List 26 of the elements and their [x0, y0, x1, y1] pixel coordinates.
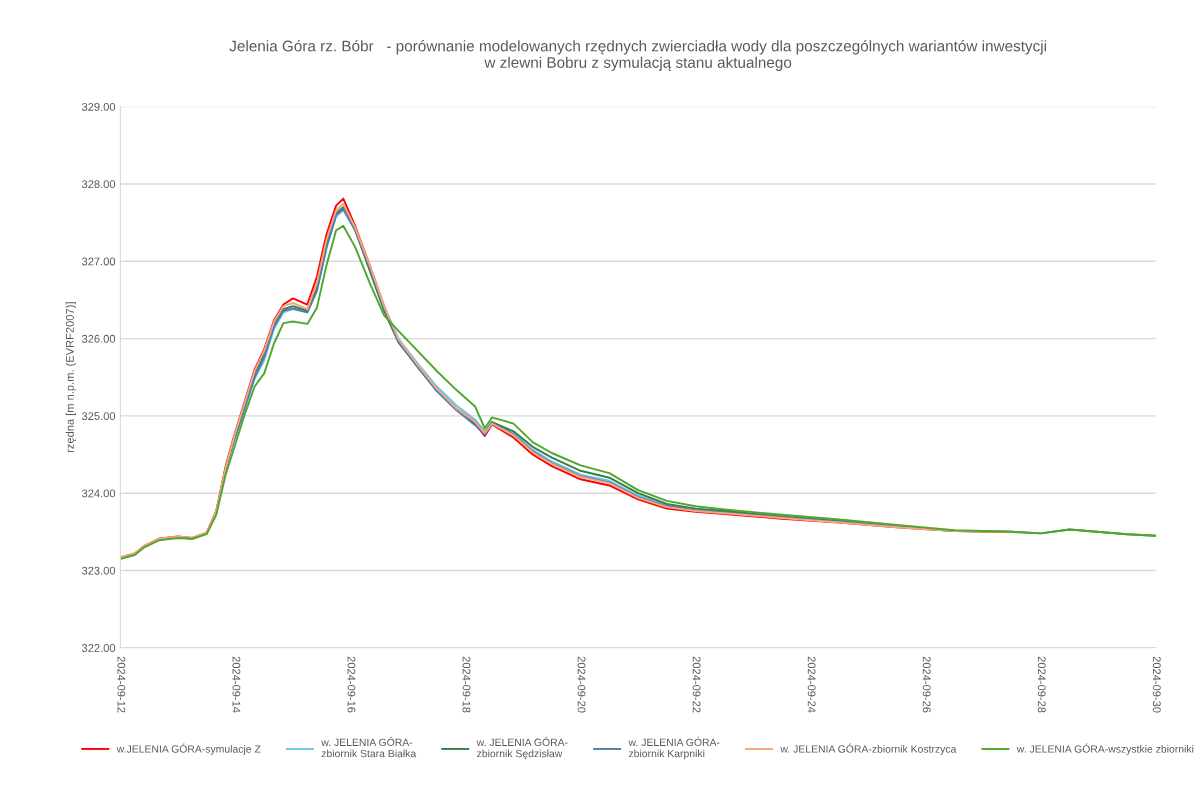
y-tick-label: 329.00 [81, 102, 116, 111]
x-tick-label: 2024-09-24 [807, 656, 816, 713]
y-axis-title: rzędna [m n.p.m. (EVRF2007)] [65, 302, 76, 453]
legend-label: w.JELENIA GÓRA-symulacje Z [116, 743, 261, 755]
y-tick-label: 323.00 [81, 566, 116, 575]
legend-label: w. JELENIA GÓRA-wszystkie zbiorniki [1016, 743, 1194, 755]
x-tick-label: 2024-09-12 [117, 656, 126, 713]
legend-label: w. JELENIA GÓRA- zbiornik Stara Białka [321, 736, 417, 758]
x-tick-label: 2024-09-16 [347, 656, 356, 713]
legend-label: w. JELENIA GÓRA- zbiornik Sędzisław [476, 736, 568, 760]
x-tick-label: 2024-09-20 [577, 656, 586, 713]
x-tick-label: 2024-09-18 [462, 656, 471, 713]
y-tick-label: 322.00 [81, 644, 116, 652]
y-tick-label: 326.00 [81, 334, 116, 343]
y-tick-label: 325.00 [81, 412, 116, 421]
x-tick-label: 2024-09-28 [1037, 656, 1046, 713]
x-tick-label: 2024-09-30 [1152, 656, 1161, 713]
x-tick-label: 2024-09-22 [692, 656, 701, 713]
y-tick-label: 328.00 [81, 180, 116, 189]
chart-title: Jelenia Góra rz. Bóbr - porównanie modelowanych rzędnych zwierciadła wody dla poszczególnych wariantów inwestycji w zlewni Bobru z symulacją stanu aktualnego [229, 40, 1046, 71]
x-tick-label: 2024-09-14 [232, 656, 241, 713]
y-tick-label: 327.00 [81, 257, 116, 266]
x-tick-label: 2024-09-26 [922, 656, 931, 713]
y-tick-label: 324.00 [81, 489, 116, 498]
legend-label: w. JELENIA GÓRA- zbiornik Karpniki [628, 736, 720, 760]
legend-label: w. JELENIA GÓRA-zbiornik Kostrzyca [780, 743, 957, 755]
